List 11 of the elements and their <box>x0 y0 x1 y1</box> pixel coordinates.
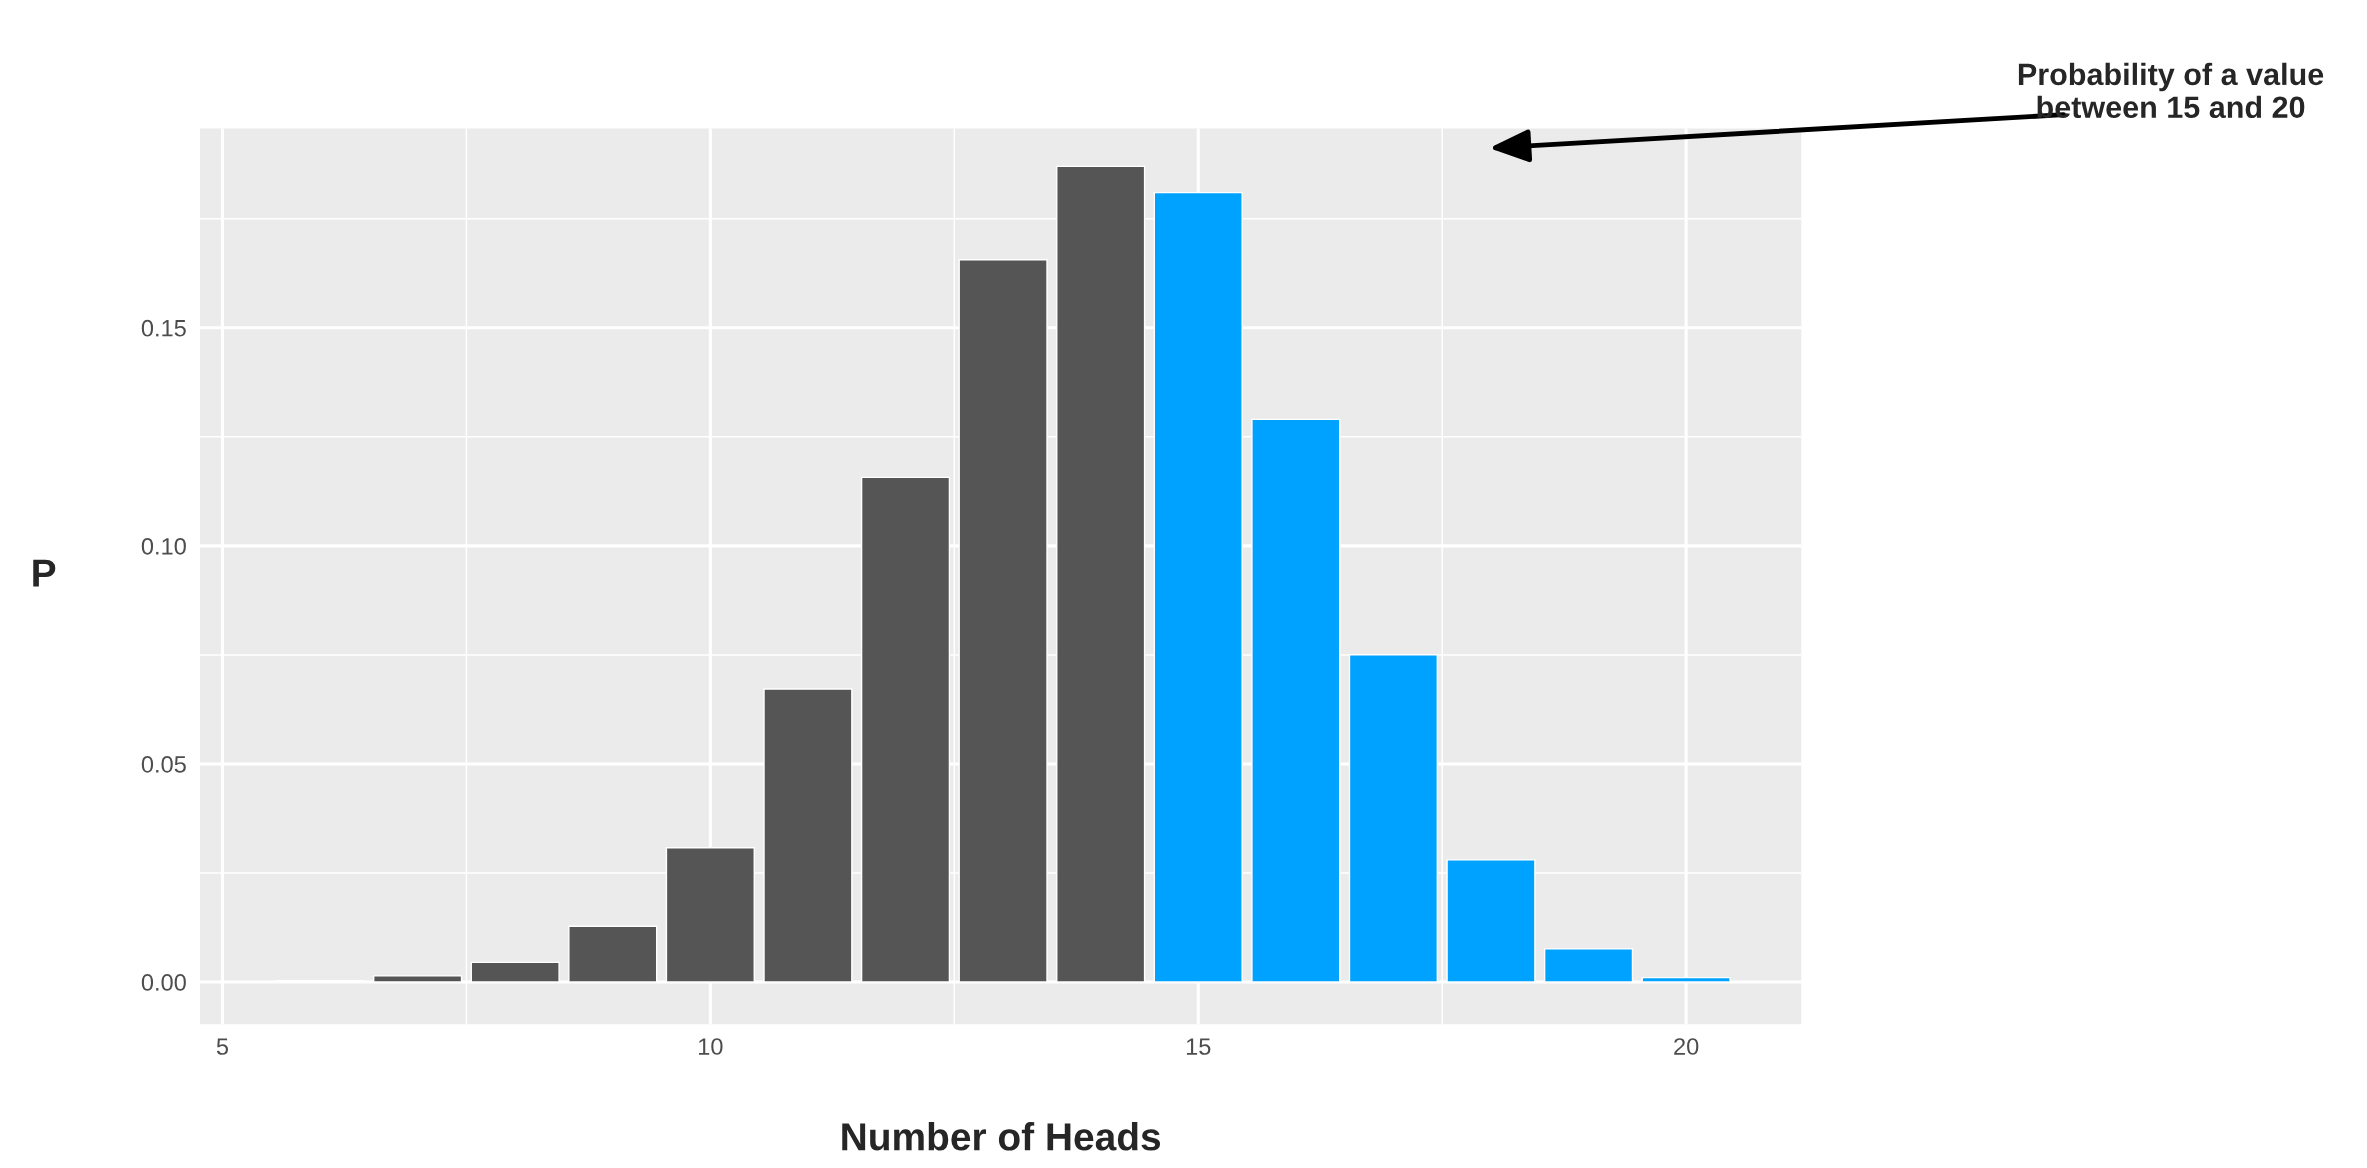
y-tick-label: 0.15 <box>141 319 186 337</box>
text: Probability of a value between 15 and 20 <box>2018 62 2324 119</box>
x-tick-label: 20 <box>1674 1038 1699 1055</box>
x-tick-label: 15 <box>1186 1038 1211 1055</box>
x-tick-label: 10 <box>699 1038 723 1055</box>
y-axis-title: P <box>33 559 56 587</box>
x-tick-label: 5 <box>216 1038 229 1055</box>
y-tick-label: 0.05 <box>141 756 186 773</box>
y-tick-label: 0.00 <box>141 974 186 991</box>
x-axis-title: Number of Heads <box>842 1122 1161 1151</box>
y-tick-label: 0.10 <box>141 537 186 555</box>
